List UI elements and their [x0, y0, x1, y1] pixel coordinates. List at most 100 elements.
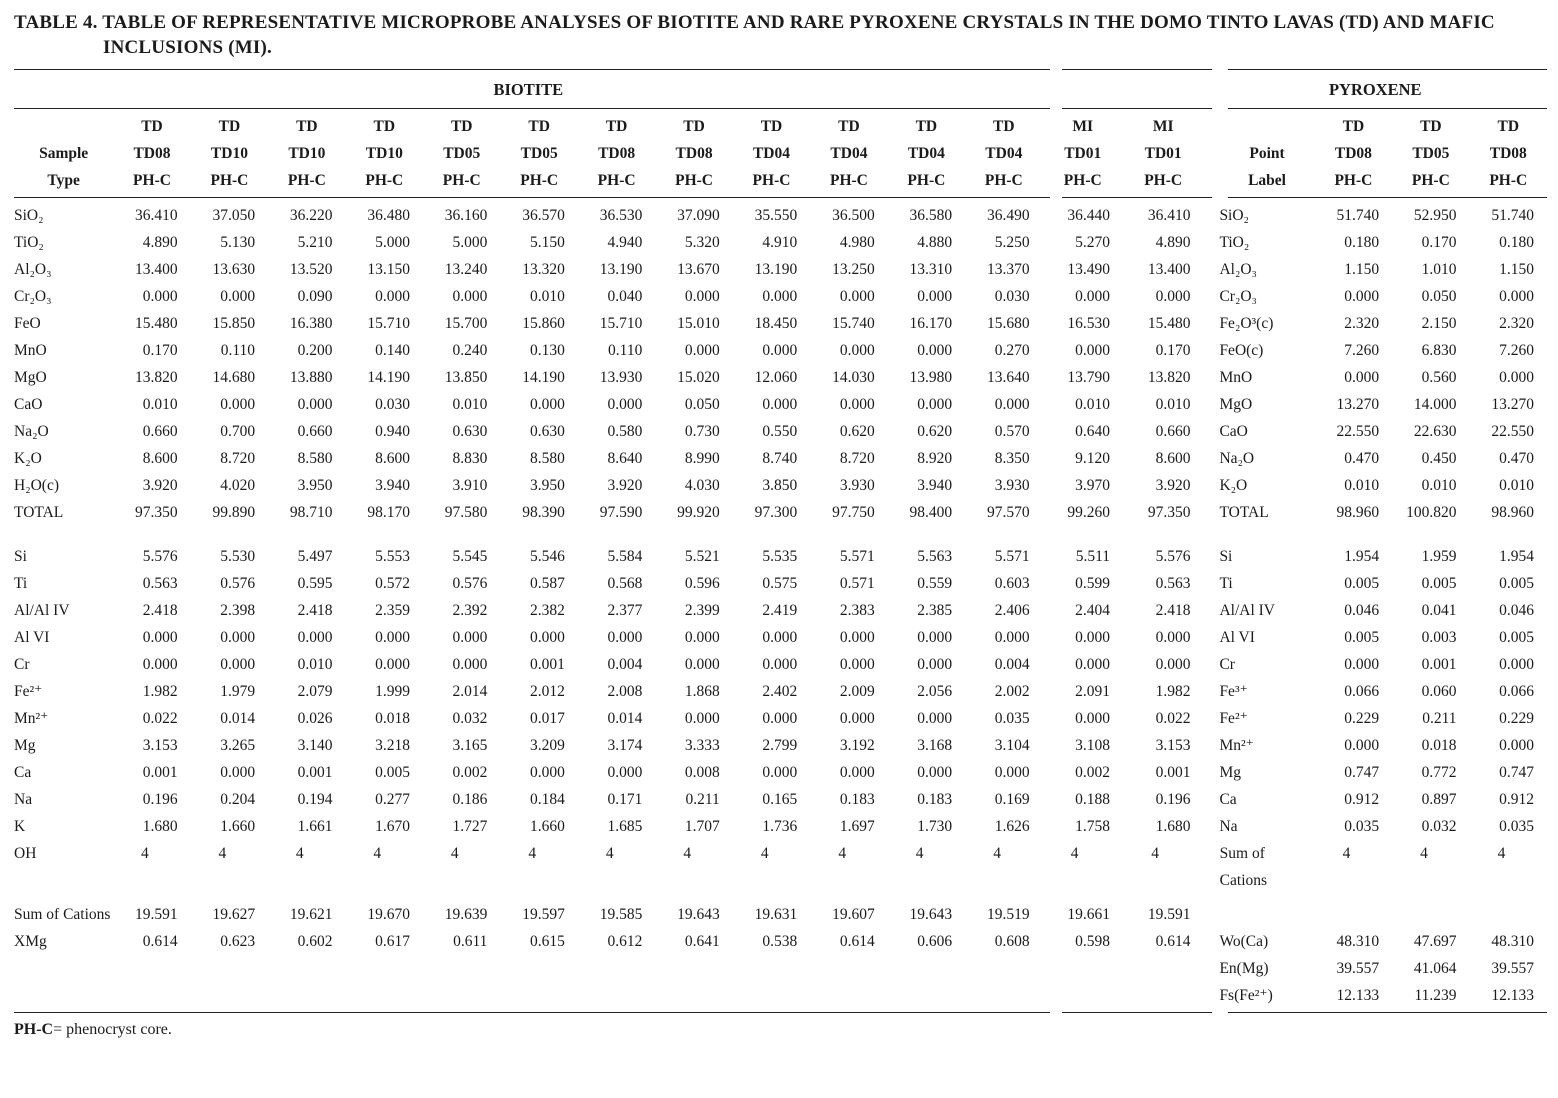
biotite-value: 3.218 — [375, 737, 410, 754]
biotite-value: 0.030 — [375, 396, 410, 413]
row-label-pyroxene: TOTAL — [1219, 504, 1269, 521]
biotite-value: 3.910 — [452, 477, 488, 494]
header-cell-biotite: PH-C — [907, 172, 946, 189]
biotite-value: 97.570 — [986, 504, 1030, 521]
header-cell-mi: TD01 — [1064, 145, 1102, 162]
rule-segment — [1062, 108, 1212, 109]
pyroxene-value: 0.229 — [1499, 710, 1534, 727]
rule-segment — [14, 1012, 1050, 1013]
mi-value: 36.440 — [1067, 207, 1111, 224]
biotite-value: 3.920 — [607, 477, 643, 494]
biotite-value: 2.419 — [762, 602, 798, 619]
pyroxene-value: 0.000 — [1499, 656, 1534, 673]
biotite-value: 3.850 — [762, 477, 798, 494]
row-label-biotite: TiO₂ — [14, 234, 44, 251]
pyroxene-value: 0.000 — [1344, 288, 1380, 305]
biotite-value: 2.392 — [452, 602, 488, 619]
biotite-value: 19.631 — [754, 906, 798, 923]
row-label-biotite: Ti — [14, 575, 28, 592]
header-sample-type: Sample — [39, 145, 89, 162]
pyroxene-value: 0.470 — [1499, 450, 1534, 467]
biotite-value: 2.799 — [762, 737, 798, 754]
row-label-pyroxene: Fe²⁺ — [1219, 710, 1248, 727]
pyroxene-value: 7.260 — [1499, 342, 1534, 359]
biotite-value: 4 — [140, 845, 149, 862]
biotite-value: 2.418 — [142, 602, 178, 619]
biotite-value: 0.000 — [452, 656, 488, 673]
biotite-value: 36.490 — [986, 207, 1030, 224]
biotite-value: 0.614 — [142, 933, 178, 950]
biotite-value: 0.538 — [762, 933, 798, 950]
biotite-value: 0.641 — [684, 933, 720, 950]
pyroxene-value: 0.050 — [1421, 288, 1457, 305]
biotite-value: 0.700 — [220, 423, 256, 440]
biotite-value: 0.000 — [375, 288, 410, 305]
pyroxene-value: 0.180 — [1499, 234, 1534, 251]
table-row: CaO 0.010 0.000 0.000 0.030 0.010 0.000 0.000 0.… — [14, 391, 1547, 418]
pyroxene-value: 11.239 — [1414, 987, 1457, 1004]
biotite-value: 0.612 — [607, 933, 643, 950]
pyroxene-value: 0.772 — [1421, 764, 1457, 781]
biotite-value: 0.000 — [917, 396, 953, 413]
biotite-value: 13.850 — [444, 369, 488, 386]
biotite-value: 1.661 — [297, 818, 333, 835]
biotite-value: 5.545 — [452, 548, 488, 565]
biotite-value: 5.571 — [994, 548, 1030, 565]
biotite-value: 5.210 — [297, 234, 333, 251]
mi-value: 4 — [1151, 845, 1159, 862]
spacer-row — [14, 894, 1547, 901]
biotite-value: 0.000 — [839, 710, 875, 727]
biotite-value: 19.643 — [909, 906, 953, 923]
biotite-value: 3.165 — [452, 737, 488, 754]
biotite-value: 0.606 — [917, 933, 953, 950]
mi-value: 0.196 — [1155, 791, 1191, 808]
mi-value: 0.000 — [1075, 656, 1111, 673]
biotite-value: 13.310 — [909, 261, 953, 278]
biotite-value: 1.670 — [375, 818, 410, 835]
mi-value: 0.563 — [1155, 575, 1191, 592]
biotite-value: 2.383 — [839, 602, 875, 619]
header-point-label: Label — [1248, 172, 1286, 189]
biotite-value: 0.010 — [530, 288, 565, 305]
table-row: Cr 0.000 0.000 0.010 0.000 0.000 0.001 0.004 0.0… — [14, 651, 1547, 678]
biotite-value: 13.240 — [444, 261, 488, 278]
biotite-value: 13.980 — [909, 369, 953, 386]
biotite-value: 14.190 — [367, 369, 410, 386]
biotite-value: 0.186 — [452, 791, 488, 808]
mi-value: 4.890 — [1155, 234, 1191, 251]
biotite-value: 0.620 — [917, 423, 953, 440]
biotite-value: 0.000 — [762, 629, 798, 646]
biotite-value: 19.607 — [832, 906, 875, 923]
analysis-table: BIOTITE PYROXENE TD TD TD TD TD TD TD TD TD TD TD TD M… — [14, 69, 1547, 1014]
biotite-value: 4 — [218, 845, 227, 862]
table-footnote: PH-C= phenocryst core. — [14, 1021, 1547, 1039]
biotite-value: 0.277 — [375, 791, 410, 808]
header-row: TD TD TD TD TD TD TD TD TD TD TD TD MI MI TD TD TD — [14, 113, 1547, 140]
biotite-value: 0.000 — [530, 629, 565, 646]
biotite-value: 0.575 — [762, 575, 798, 592]
pyroxene-value: 6.830 — [1421, 342, 1457, 359]
biotite-value: 5.320 — [684, 234, 720, 251]
header-cell-pyroxene: PH-C — [1489, 172, 1528, 189]
biotite-value: 5.250 — [994, 234, 1030, 251]
biotite-value: 19.639 — [444, 906, 488, 923]
table-row: Al VI 0.000 0.000 0.000 0.000 0.000 0.000 0.000… — [14, 624, 1547, 651]
header-cell-biotite: PH-C — [210, 172, 249, 189]
pyroxene-value: 0.470 — [1344, 450, 1380, 467]
biotite-value: 15.480 — [134, 315, 178, 332]
header-point-label: Point — [1249, 145, 1285, 162]
biotite-value: 0.000 — [684, 656, 720, 673]
biotite-value: 0.000 — [684, 342, 720, 359]
header-cell-biotite: TD — [373, 118, 396, 135]
mi-value: 2.404 — [1075, 602, 1111, 619]
mi-value: 19.591 — [1147, 906, 1191, 923]
biotite-value: 37.090 — [677, 207, 720, 224]
pyroxene-value: 22.550 — [1491, 423, 1534, 440]
biotite-value: 15.850 — [212, 315, 256, 332]
biotite-value: 98.710 — [289, 504, 333, 521]
row-label-pyroxene: TiO₂ — [1219, 234, 1250, 251]
biotite-value: 8.580 — [530, 450, 565, 467]
rule-segment — [1228, 69, 1547, 70]
pyroxene-value: 98.960 — [1336, 504, 1380, 521]
biotite-value: 36.530 — [599, 207, 643, 224]
